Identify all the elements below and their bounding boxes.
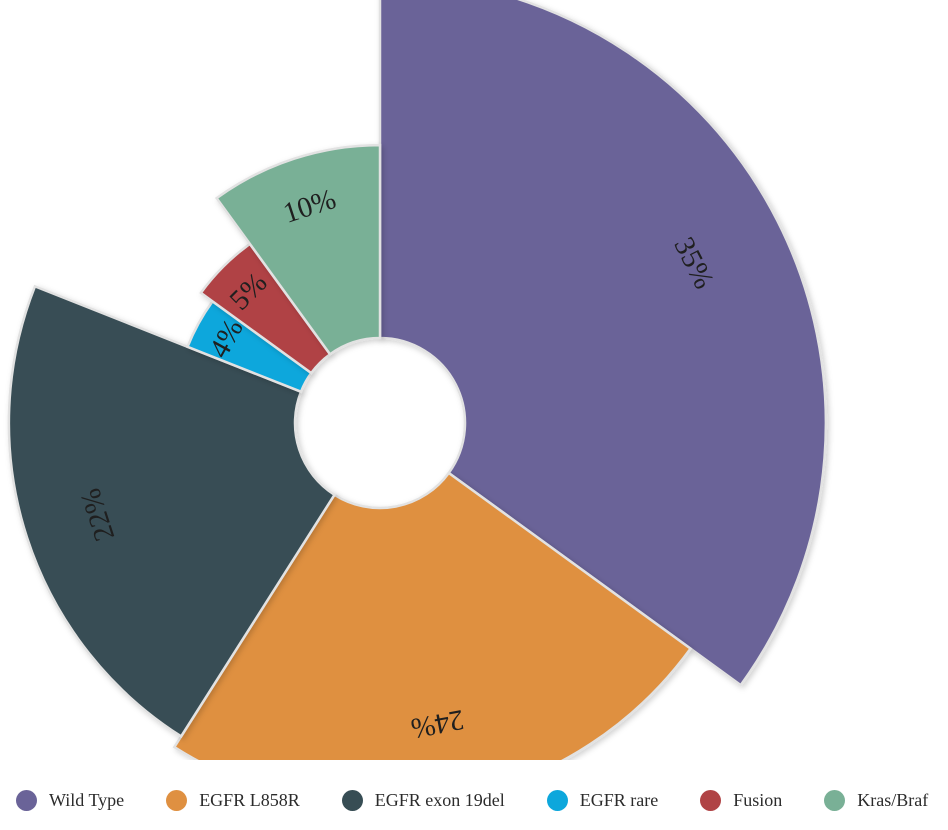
legend-item-fusion[interactable]: Fusion bbox=[700, 789, 783, 811]
legend-swatch-icon bbox=[824, 789, 846, 811]
legend-swatch-icon bbox=[166, 789, 188, 811]
legend-label: Kras/Braf bbox=[857, 789, 929, 810]
slices-layer bbox=[7, 0, 828, 760]
rose-chart: 35%24%22%4%5%10% bbox=[7, 0, 828, 760]
legend-swatch-icon bbox=[341, 789, 363, 811]
slice-egfr-exon-19del[interactable] bbox=[7, 284, 337, 739]
slice-kras-braf[interactable] bbox=[214, 143, 382, 356]
legend: Wild Type EGFR L858R EGFR exon 19del EGFR r… bbox=[16, 784, 946, 816]
legend-label: EGFR exon 19del bbox=[374, 789, 505, 810]
legend-swatch-icon bbox=[700, 789, 722, 811]
slice-wild-type[interactable] bbox=[378, 0, 828, 687]
legend-label: Fusion bbox=[733, 789, 783, 810]
legend-item-egfr-rare[interactable]: EGFR rare bbox=[546, 789, 659, 811]
legend-item-egfr-exon-19del[interactable]: EGFR exon 19del bbox=[341, 789, 505, 811]
legend-label: EGFR rare bbox=[579, 789, 659, 810]
legend-label: Wild Type bbox=[49, 789, 125, 810]
legend-item-egfr-l858r[interactable]: EGFR L858R bbox=[166, 789, 300, 811]
legend-label: EGFR L858R bbox=[199, 789, 300, 810]
legend-swatch-icon bbox=[16, 789, 37, 811]
legend-item-wild-type[interactable]: Wild Type bbox=[16, 789, 125, 811]
legend-item-kras-braf[interactable]: Kras/Braf bbox=[824, 789, 929, 811]
legend-swatch-icon bbox=[546, 789, 568, 811]
